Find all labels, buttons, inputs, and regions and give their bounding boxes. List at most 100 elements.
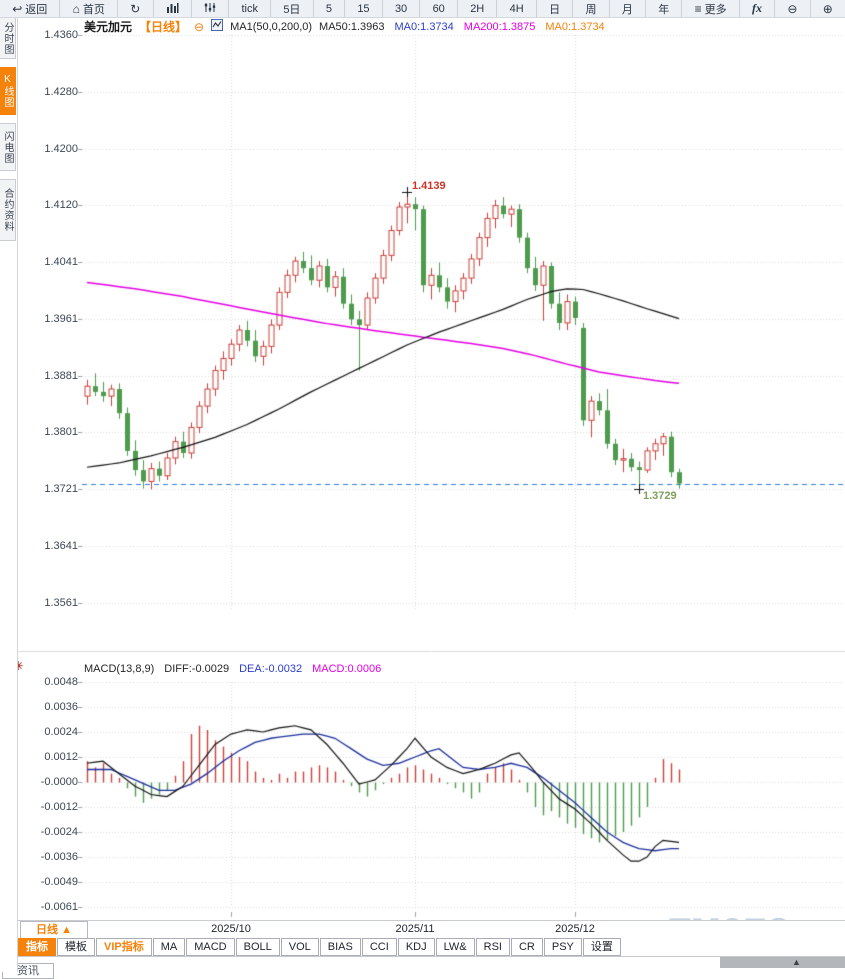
more-button-label: 更多 — [704, 3, 727, 16]
ma-value-4: MA0:1.3734 — [545, 20, 605, 33]
interval-tick-button[interactable]: tick — [229, 0, 272, 17]
macd-settings-label: MACD(13,8,9) — [84, 663, 155, 675]
more-icon: ≡ — [694, 1, 702, 16]
interval-2h-button-label: 2H — [470, 2, 485, 15]
macd-axis-label: -0.0012 — [40, 801, 78, 813]
interval-month-button-label: 月 — [621, 3, 633, 16]
back-icon: ↩ — [12, 1, 23, 16]
price-axis-label: 1.3881 — [44, 370, 78, 382]
indicator-params-button[interactable] — [192, 0, 230, 17]
interval-4h-button[interactable]: 4H — [497, 0, 537, 17]
sidebar-tab-4[interactable]: 合约资料 — [0, 179, 16, 241]
price-axis-label: 1.4280 — [44, 86, 78, 98]
interval-2h-button[interactable]: 2H — [458, 0, 498, 17]
more-button[interactable]: ≡ 更多 — [682, 0, 740, 17]
indicator-tab-CCI[interactable]: CCI — [361, 938, 397, 956]
indicator-tab-CR[interactable]: CR — [510, 938, 543, 956]
back-button[interactable]: ↩ 返回 — [0, 0, 61, 17]
interval-60m-button-label: 60 — [432, 2, 445, 15]
macd-values: DIFF:-0.0029 DEA:-0.0032 MACD:0.0006 — [164, 663, 381, 675]
period-label: 【日线】 — [139, 20, 188, 34]
interval-15m-button-label: 15 — [357, 2, 370, 15]
low-price-annotation: 1.3729 — [643, 490, 677, 502]
indicator-tab-RSI[interactable]: RSI — [475, 938, 510, 956]
zoom-out-icon: ⊖ — [787, 1, 798, 16]
ma-values: MA50:1.3963 MA0:1.3734 MA200:1.3875 MA0:1.3… — [319, 21, 605, 33]
chart-type-button[interactable] — [154, 0, 192, 17]
macd-axis-label: 0.0024 — [44, 726, 78, 738]
time-axis-label: 2025/12 — [555, 923, 595, 935]
price-axis-label: 1.3641 — [44, 540, 78, 552]
collapse-icon[interactable]: ⊖ — [194, 19, 205, 34]
interval-5d-button[interactable]: 5日 — [271, 0, 314, 17]
sidebar-tab-1[interactable]: 分时图 — [0, 17, 16, 59]
time-axis-row — [18, 920, 845, 939]
period-selector-button[interactable]: 日线 ▲ — [20, 921, 88, 939]
macd-value-1: DIFF:-0.0029 — [164, 663, 230, 675]
interval-5m-button-label: 5 — [325, 2, 332, 15]
indicator-tab-bar: 指标 模板 VIP指标 MA MACD BOLL VOL BIAS CCI KDJ LW& RSI CR… — [18, 938, 845, 956]
ma-value-2: MA0:1.3734 — [394, 20, 454, 33]
interval-15m-button[interactable]: 15 — [345, 0, 383, 17]
macd-axis-label: -0.0036 — [40, 851, 78, 863]
interval-30m-button[interactable]: 30 — [383, 0, 421, 17]
home-button-label: 首页 — [82, 3, 105, 16]
indicator-tab-MACD[interactable]: MACD — [186, 938, 235, 956]
symbol-name: 美元加元 — [84, 20, 133, 34]
macd-axis-label: -0.0024 — [40, 826, 78, 838]
price-axis-label: 1.3721 — [44, 483, 78, 495]
interval-60m-button[interactable]: 60 — [420, 0, 458, 17]
horizontal-scrollbar[interactable]: ▲ — [720, 957, 845, 968]
indicator-tab-设置[interactable]: 设置 — [582, 938, 621, 956]
interval-week-button[interactable]: 周 — [573, 0, 610, 17]
indicator-tab-模板[interactable]: 模板 — [57, 938, 95, 956]
ma-value-3: MA200:1.3875 — [463, 20, 536, 33]
indicator-tab-VIP指标[interactable]: VIP指标 — [96, 938, 152, 956]
ma-value-1: MA50:1.3963 — [319, 20, 385, 33]
zoom-out-button[interactable]: ⊖ — [775, 0, 811, 17]
interval-5d-button-label: 5日 — [283, 3, 301, 16]
high-price-annotation: 1.4139 — [412, 180, 446, 192]
price-axis-label: 1.4360 — [44, 29, 78, 41]
chart-header: 美元加元 【日线】 ⊖ MA1(50,0,200,0) MA50:1.3963 M… — [84, 19, 611, 34]
refresh-button[interactable]: ↻ — [118, 0, 154, 17]
line-chart-icon[interactable] — [211, 19, 224, 34]
interval-day-button-label: 日 — [549, 3, 561, 16]
home-icon: ⌂ — [72, 1, 80, 16]
interval-year-button[interactable]: 年 — [646, 0, 683, 17]
macd-axis-label: -0.0000 — [40, 776, 78, 788]
macd-header: MACD(13,8,9) DIFF:-0.0029 DEA:-0.0032 MACD… — [84, 662, 388, 676]
macd-axis-label: 0.0012 — [44, 751, 78, 763]
macd-value-2: DEA:-0.0032 — [239, 663, 303, 675]
interval-30m-button-label: 30 — [394, 2, 408, 15]
zoom-in-button[interactable]: ⊕ — [811, 0, 845, 17]
interval-day-button[interactable]: 日 — [537, 0, 574, 17]
sun-icon[interactable]: ☀ — [13, 659, 24, 673]
indicator-tab-指标[interactable]: 指标 — [18, 938, 56, 956]
fx-functions-button[interactable]: fx — [740, 0, 776, 17]
sidebar-tab-3[interactable]: 闪电图 — [0, 123, 16, 171]
sidebar-tab-2[interactable]: K线图 — [0, 67, 16, 115]
interval-week-button-label: 周 — [585, 3, 597, 16]
left-sidebar: 分时图 K线图闪电图合约资料 — [0, 17, 18, 972]
indicator-tab-MA[interactable]: MA — [152, 938, 186, 956]
bar-chart-icon — [166, 2, 179, 15]
indicator-tab-PSY[interactable]: PSY — [543, 938, 582, 956]
home-button[interactable]: ⌂ 首页 — [60, 0, 119, 17]
scroll-up-arrow-icon[interactable]: ▲ — [792, 957, 801, 967]
interval-month-button[interactable]: 月 — [610, 0, 646, 17]
indicator-tab-BIAS[interactable]: BIAS — [319, 938, 361, 956]
indicator-tab-VOL[interactable]: VOL — [280, 938, 319, 956]
indicator-tab-KDJ[interactable]: KDJ — [397, 938, 435, 956]
price-axis-label: 1.4041 — [44, 256, 78, 268]
sliders-icon — [204, 2, 216, 15]
macd-axis-label: 0.0036 — [44, 701, 78, 713]
indicator-tab-LW&[interactable]: LW& — [435, 938, 475, 956]
macd-axis-label: -0.0061 — [40, 901, 78, 913]
indicator-tab-BOLL[interactable]: BOLL — [235, 938, 280, 956]
interval-4h-button-label: 4H — [509, 2, 524, 15]
interval-year-button-label: 年 — [658, 3, 670, 16]
interval-5m-button[interactable]: 5 — [314, 0, 346, 17]
